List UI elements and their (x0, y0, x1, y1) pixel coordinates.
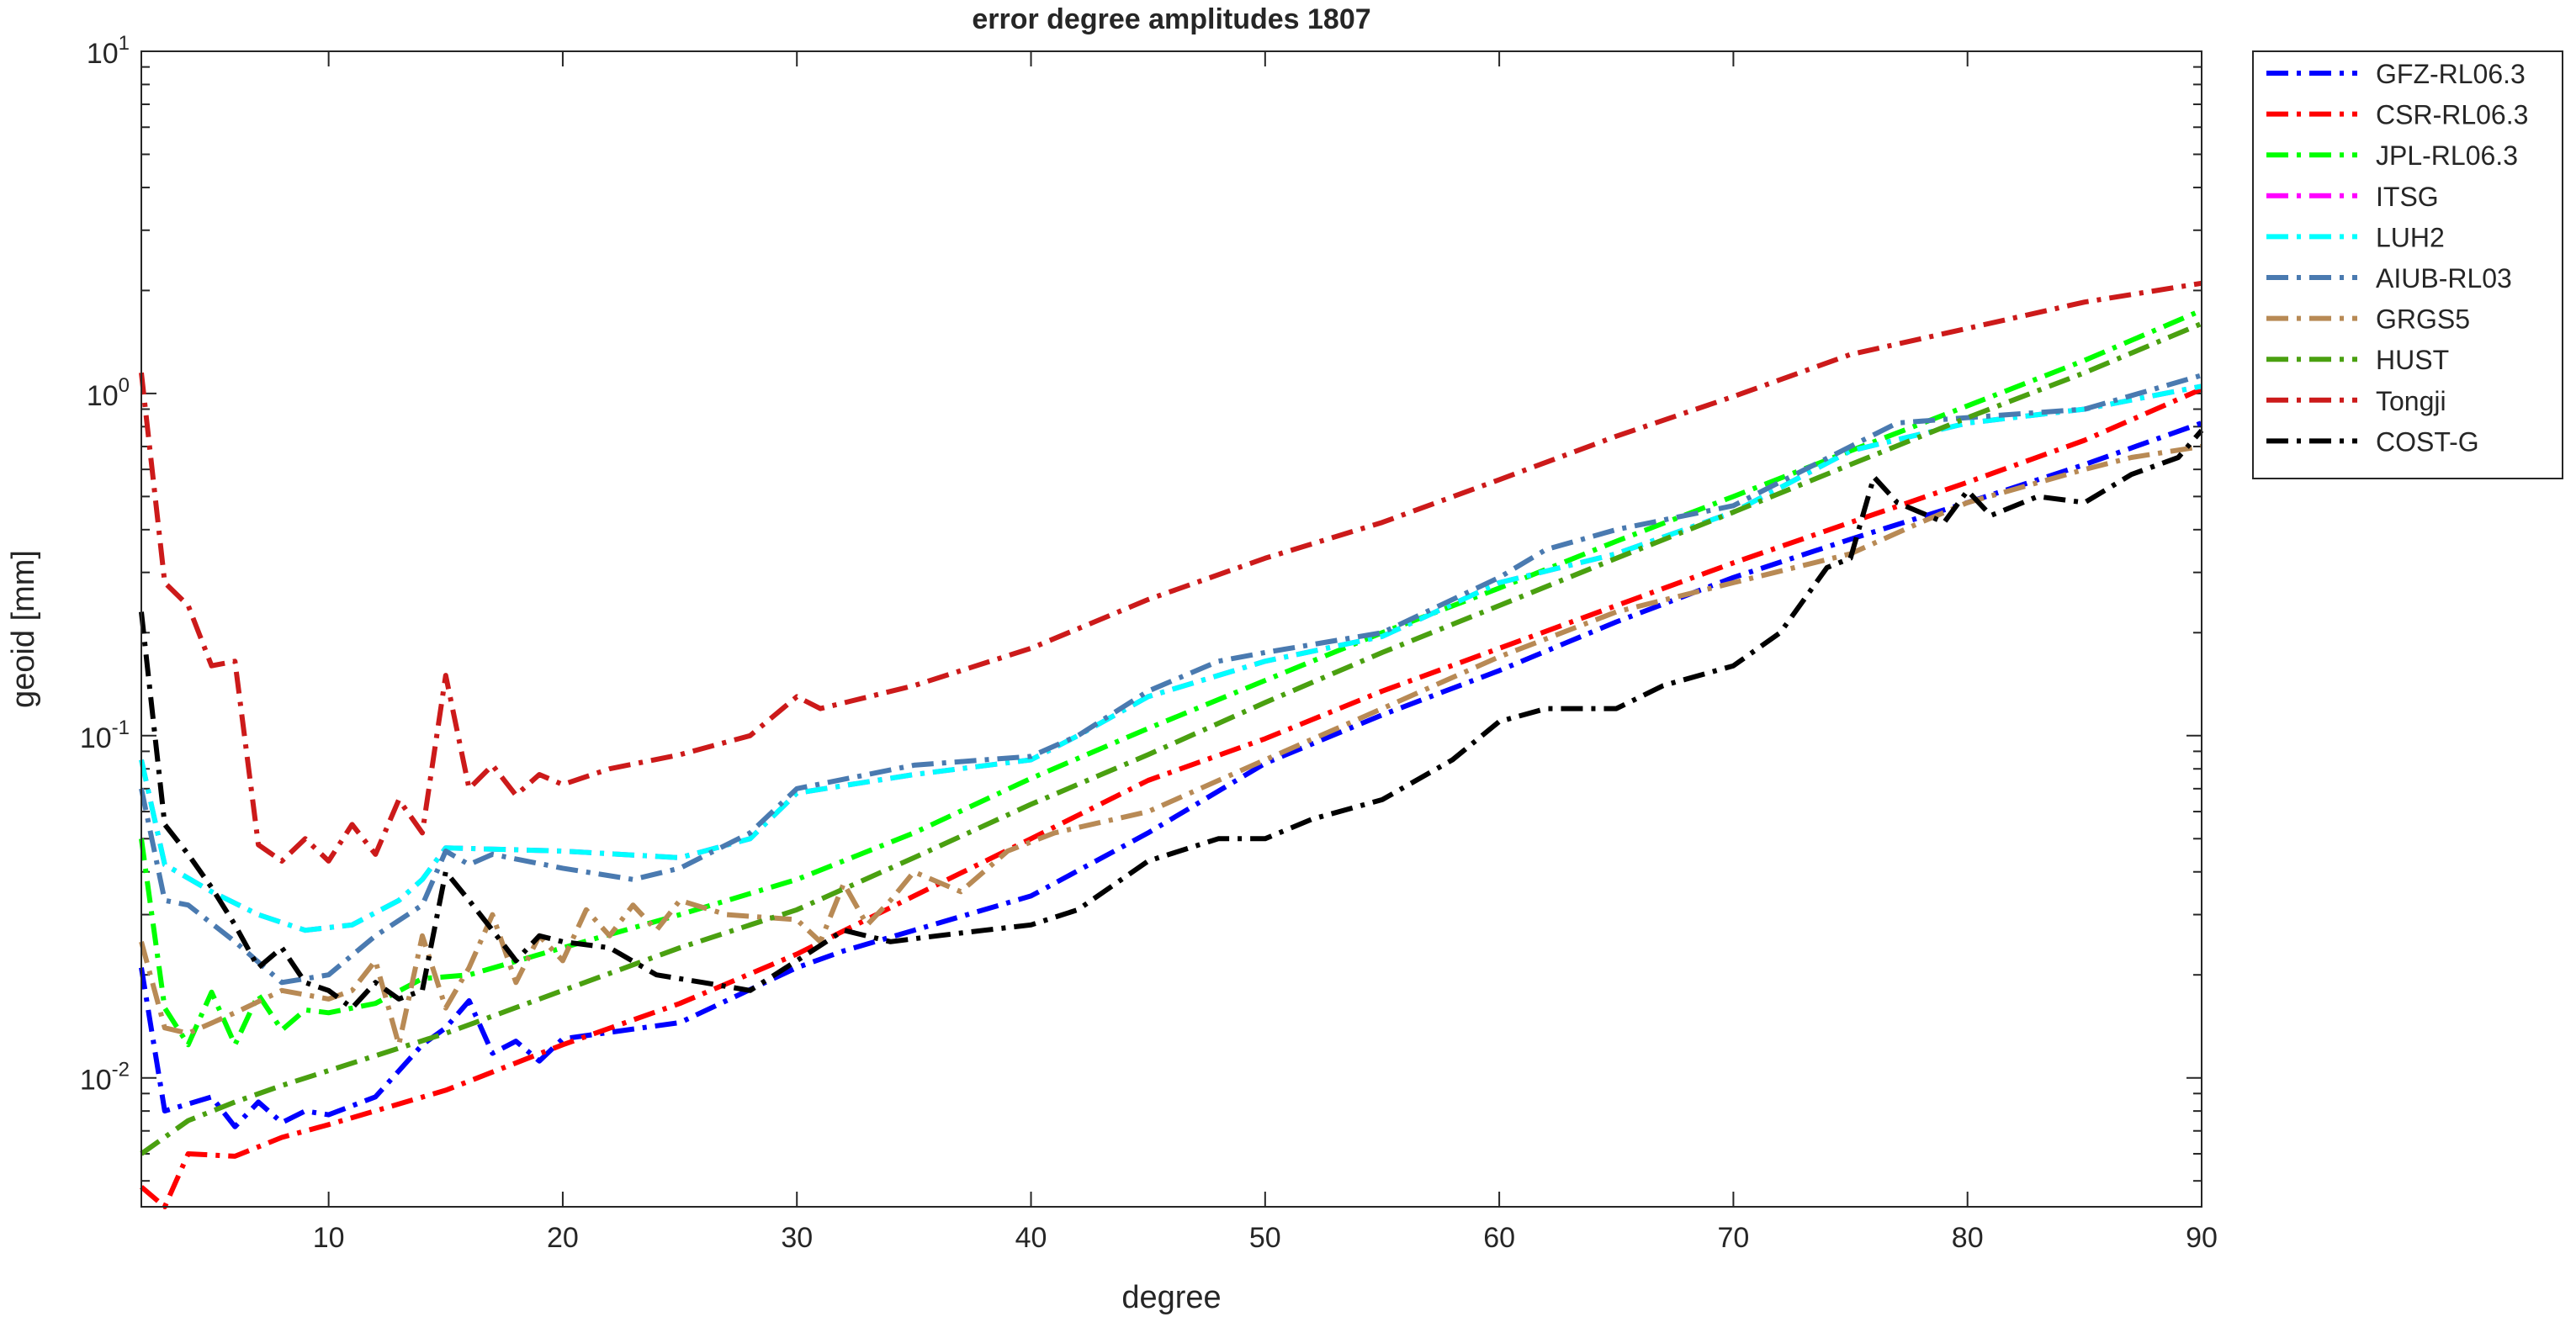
x-axis-label: degree (1121, 1280, 1221, 1315)
x-tick-label: 60 (1483, 1222, 1515, 1254)
y-tick-base: 10 (87, 38, 119, 70)
y-tick-label: 10-1 (80, 717, 130, 754)
legend-box (2252, 50, 2563, 479)
x-tick-label: 20 (547, 1222, 579, 1254)
legend-label: CSR-RL06.3 (2376, 100, 2528, 130)
legend-label: ITSG (2376, 182, 2439, 212)
legend-label: Tongji (2376, 386, 2446, 416)
legend-label: AIUB-RL03 (2376, 263, 2512, 293)
x-tick-label: 30 (781, 1222, 813, 1254)
y-tick-exponent: -2 (112, 1059, 130, 1081)
series-line-luh2 (139, 383, 2202, 933)
series-line-csr-rl06.3 (140, 386, 2203, 1209)
x-tick-label: 80 (1952, 1222, 1984, 1254)
y-tick-exponent: -1 (112, 717, 130, 739)
series-line-gfz-rl06.3 (139, 420, 2203, 1129)
legend-label: GRGS5 (2376, 304, 2470, 335)
x-tick-label: 90 (2186, 1222, 2218, 1254)
y-tick-label: 101 (87, 32, 130, 70)
legend-label: JPL-RL06.3 (2376, 140, 2518, 171)
y-tick-base: 10 (80, 1065, 112, 1097)
legend-label: GFZ-RL06.3 (2376, 59, 2526, 89)
legend-label: HUST (2376, 345, 2449, 375)
x-tick-label: 40 (1015, 1222, 1047, 1254)
y-tick-exponent: 1 (119, 32, 130, 55)
x-tick-label: 10 (313, 1222, 345, 1254)
series-line-hust (140, 321, 2203, 1156)
y-tick-exponent: 0 (119, 374, 130, 397)
legend-label: COST-G (2376, 426, 2479, 457)
legend: GFZ-RL06.3 CSR-RL06.3 JPL-RL06.3 ITSG LUH2 AI… (2252, 50, 2563, 479)
y-tick-base: 10 (87, 380, 119, 412)
plot-frame (140, 50, 2202, 1208)
y-tick-label: 10-2 (80, 1059, 130, 1097)
series-line-aiub-rl03 (139, 373, 2202, 986)
x-tick-label: 70 (1717, 1222, 1749, 1254)
y-axis-label: geoid [mm] (6, 550, 41, 708)
y-tick-label: 100 (87, 374, 130, 412)
y-tick-base: 10 (80, 722, 112, 754)
chart-title: error degree amplitudes 1807 (972, 3, 1370, 35)
series-line-cost-g (139, 428, 2204, 1011)
legend-label: LUH2 (2376, 222, 2445, 252)
x-tick-label: 50 (1249, 1222, 1281, 1254)
